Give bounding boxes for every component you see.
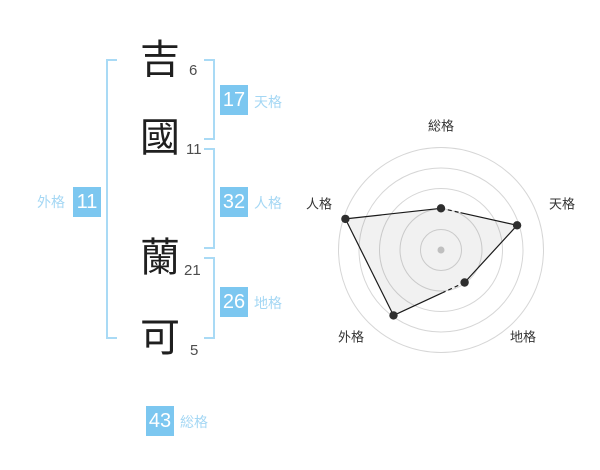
radar-center-dot [437, 246, 445, 254]
radar-ring [379, 188, 503, 312]
radar-edge [464, 224, 518, 283]
soukaku-label: 総格 [180, 414, 208, 430]
name-character-2: 國 [140, 116, 180, 160]
radar-axis-label: 総格 [428, 118, 454, 133]
radar-axis-label: 地格 [510, 329, 536, 344]
name-character-3: 蘭 [140, 236, 180, 280]
chikaku-score-value: 26 [222, 290, 246, 313]
jinkaku-score-value: 32 [222, 190, 246, 213]
radar-axis-label: 天格 [549, 196, 575, 211]
radar-ring [338, 147, 544, 353]
chikaku-score-badge: 26 [220, 287, 248, 317]
chikaku-label: 地格 [254, 295, 282, 311]
radar-point-総格 [436, 204, 446, 213]
bracket-jinkaku [204, 148, 215, 249]
bracket-tenkaku [204, 59, 215, 140]
radar-point-天格 [512, 221, 522, 230]
bracket-chikaku [204, 257, 215, 339]
soukaku-score-badge: 43 [146, 406, 174, 436]
radar-point-人格 [341, 214, 350, 224]
radar-ring [420, 229, 462, 271]
jinkaku-score-badge: 32 [220, 187, 248, 217]
name-character-4: 可 [140, 316, 180, 360]
gaikaku-label: 外格 [37, 194, 65, 210]
radar-point-外格 [389, 311, 398, 320]
radar-axis-label: 人格 [306, 196, 332, 211]
radar-point-地格 [460, 278, 469, 287]
radar-ring [358, 167, 524, 333]
radar-polygon [345, 208, 518, 316]
radar-edge [460, 212, 518, 226]
jinkaku-label: 人格 [254, 195, 282, 211]
radar-axis-label: 外格 [338, 329, 364, 344]
bracket-gaikaku [106, 59, 117, 339]
tenkaku-score-value: 17 [222, 88, 246, 111]
tenkaku-label: 天格 [254, 94, 282, 110]
stroke-count-4: 5 [190, 342, 199, 359]
tenkaku-score-badge: 17 [220, 85, 248, 115]
radar-edge [393, 292, 444, 316]
gaikaku-score-value: 11 [76, 190, 98, 213]
stroke-count-3: 21 [184, 262, 201, 279]
stroke-count-1: 6 [189, 62, 198, 79]
name-character-1: 吉 [140, 38, 180, 82]
radar-edge [345, 207, 442, 220]
stroke-count-2: 11 [186, 141, 202, 158]
soukaku-score-value: 43 [148, 409, 172, 432]
radar-edge [344, 218, 395, 316]
gaikaku-score-badge: 11 [73, 187, 101, 217]
